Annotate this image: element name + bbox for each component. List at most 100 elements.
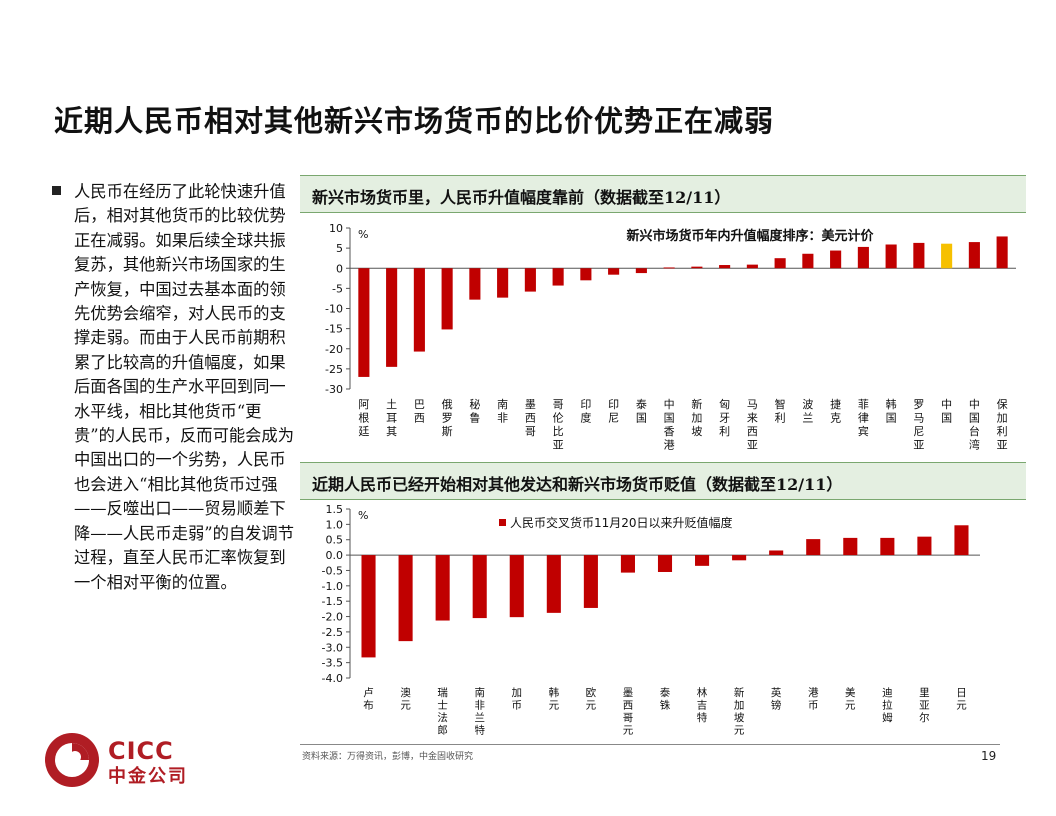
bar-泰铢 [657, 555, 673, 572]
category-label-char: 澳 [400, 686, 411, 699]
category-label-char: 中 [941, 398, 952, 411]
y-unit-label: % [358, 509, 368, 522]
category-label-char: 利 [775, 412, 786, 425]
category-label-char: 廷 [358, 425, 369, 438]
category-label-char: 巴 [414, 398, 425, 411]
bar-巴西 [413, 268, 425, 352]
logo-text-en: CICC [108, 737, 174, 765]
category-label-char: 布 [363, 700, 374, 712]
category-label-char: 印 [580, 398, 591, 411]
bar-智利 [774, 258, 786, 269]
logo-text-cn: 中金公司 [108, 766, 188, 787]
y-tick-label: 0.0 [326, 549, 344, 562]
category-label-char: 元 [586, 700, 597, 712]
category-label-char: 国 [969, 412, 980, 425]
category-label-char: 香 [664, 425, 675, 438]
y-tick-label: -20 [325, 343, 343, 356]
category-label-char: 泰 [636, 397, 647, 411]
y-tick-label: 5 [336, 242, 343, 255]
category-label-char: 宾 [858, 424, 869, 438]
category-label-char: 中 [969, 398, 980, 411]
category-label-char: 林 [697, 686, 708, 699]
category-label-char: 墨 [525, 398, 536, 411]
bar-捷克 [830, 250, 842, 269]
category-label-char: 根 [358, 411, 369, 425]
category-label-char: 新 [691, 397, 702, 411]
bar-墨西哥 [524, 268, 536, 292]
category-label-char: 元 [549, 700, 560, 712]
category-label-char: 度 [580, 411, 591, 425]
y-tick-label: -15 [325, 323, 343, 336]
category-label-char: 泰 [660, 686, 671, 699]
category-label-char: 西 [525, 412, 536, 425]
y-tick-label: 10 [329, 222, 343, 235]
bar-匈牙利 [719, 265, 731, 269]
bar-中国 [941, 243, 953, 269]
bar-土耳其 [386, 268, 398, 367]
category-label-char: 法 [437, 711, 448, 724]
category-label-char: 西 [623, 700, 634, 712]
category-label-char: 吉 [697, 700, 708, 712]
bar-韩元 [546, 555, 561, 613]
category-label-char: 币 [512, 700, 523, 712]
bar-林吉特 [695, 555, 710, 566]
chart1-title: 新兴市场货币年内升值幅度排序：美元计价 [626, 228, 874, 244]
bar-新加坡 [691, 266, 703, 269]
bar-马来西亚 [746, 264, 758, 269]
y-tick-label: 0 [336, 262, 343, 275]
category-label-char: 克 [830, 412, 841, 425]
category-label-char: 新 [734, 686, 745, 699]
category-label-char: 比 [553, 425, 564, 438]
y-tick-label: -25 [325, 363, 343, 376]
category-label-char: 哥 [525, 425, 536, 438]
y-tick-label: -1.5 [322, 595, 343, 608]
y-tick-label: -1.0 [322, 580, 343, 593]
bar-波兰 [802, 253, 814, 269]
category-label-char: 国 [941, 412, 952, 425]
category-label-char: 铢 [660, 699, 671, 712]
category-label-char: 伦 [553, 411, 564, 425]
category-label-char: 哥 [553, 398, 564, 411]
category-label-char: 加 [997, 412, 1008, 425]
category-label-char: 欧 [586, 687, 597, 699]
bar-南非 [497, 268, 509, 298]
category-label-char: 非 [474, 700, 485, 712]
cicc-logo-icon [45, 733, 99, 787]
category-label-char: 哥 [623, 712, 634, 724]
category-label-char: 亚 [913, 439, 924, 452]
category-label-char: 智 [775, 397, 786, 411]
category-label-char: 耳 [386, 412, 397, 425]
chart1-panel-header: 新兴市场货币里，人民币升值幅度靠前（数据截至12/11） [300, 175, 1026, 213]
category-label-char: 匈 [719, 397, 730, 411]
chart2-legend-label: 人民币交叉货币11月20日以来升贬值幅度 [510, 515, 733, 530]
category-label-char: 拉 [882, 699, 893, 712]
bar-泰国 [635, 268, 647, 274]
category-label-char: 来 [747, 412, 758, 425]
bar-迪拉姆 [880, 537, 895, 556]
bar-罗马尼亚 [913, 242, 925, 269]
category-label-char: 马 [913, 412, 924, 425]
bar-中国台湾 [968, 242, 980, 269]
y-tick-label: -10 [325, 303, 343, 316]
category-label-char: 国 [636, 412, 647, 425]
category-label-char: 西 [414, 412, 425, 425]
category-label-char: 日 [956, 687, 967, 699]
category-label-char: 韩 [549, 686, 560, 699]
footer-divider [300, 744, 1000, 745]
category-label-char: 西 [747, 425, 758, 438]
bar-港币 [806, 539, 821, 556]
category-label-char: 罗 [442, 412, 453, 425]
bar-澳元 [398, 555, 413, 642]
category-label-char: 兰 [474, 711, 485, 724]
bar-新加坡元 [732, 555, 747, 561]
category-label-char: 湾 [969, 438, 980, 452]
category-label-char: 币 [808, 700, 819, 712]
category-label-char: 郎 [437, 724, 448, 737]
category-label-char: 鲁 [469, 411, 480, 425]
category-label-char: 加 [691, 412, 702, 425]
y-tick-label: 1.0 [326, 518, 344, 531]
y-tick-label: -2.5 [322, 626, 343, 639]
bar-保加利亚 [996, 236, 1008, 269]
bar-日元 [954, 525, 969, 556]
category-label-char: 律 [858, 412, 869, 425]
